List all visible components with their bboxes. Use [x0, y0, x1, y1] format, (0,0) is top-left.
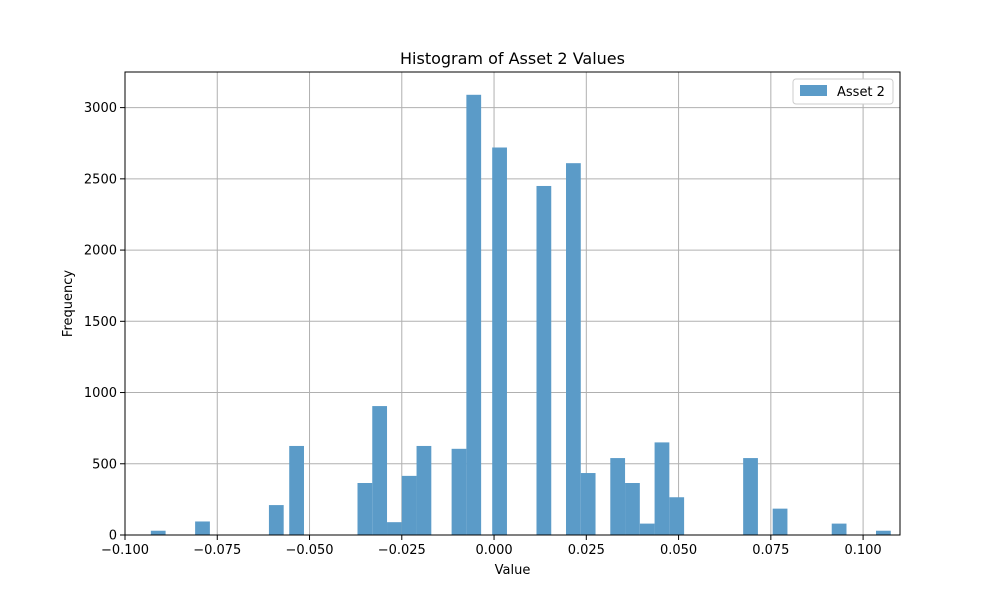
histogram-bar — [580, 473, 596, 535]
histogram-bar — [566, 163, 581, 535]
y-tick-label: 2500 — [84, 172, 117, 187]
histogram-bar — [387, 522, 402, 535]
x-tick-label: 0.025 — [568, 543, 605, 558]
histogram-bar — [610, 458, 626, 535]
x-tick-label: −0.075 — [193, 543, 241, 558]
histogram-bar — [536, 185, 552, 535]
histogram-bar — [831, 523, 847, 535]
x-tick-label: 0.075 — [752, 543, 789, 558]
histogram-bar — [357, 483, 373, 535]
chart-title: Histogram of Asset 2 Values — [400, 49, 625, 68]
x-axis-ticks: −0.100 −0.075 −0.050 −0.025 0.000 0.025 0.050 0… — [101, 535, 882, 558]
x-tick-label: 0.000 — [475, 543, 512, 558]
y-axis-label: Frequency — [61, 270, 76, 337]
legend: Asset 2 — [792, 78, 894, 105]
histogram-bar — [401, 475, 417, 535]
legend-label-asset-2: Asset 2 — [837, 85, 885, 100]
y-tick-label: 500 — [92, 457, 117, 472]
histogram-bar — [772, 508, 788, 535]
x-tick-label: −0.025 — [378, 543, 426, 558]
bars — [150, 94, 891, 535]
histogram-bar — [466, 94, 482, 535]
legend-swatch — [800, 85, 827, 96]
plot-area-frame — [124, 71, 901, 536]
histogram-bar — [654, 442, 670, 535]
histogram-bar — [625, 483, 640, 535]
x-tick-label: −0.050 — [285, 543, 333, 558]
y-tick-label: 1000 — [84, 386, 117, 401]
histogram-bar — [639, 523, 655, 535]
y-tick-label: 3000 — [84, 101, 117, 116]
histogram-bar — [372, 406, 388, 535]
grid — [124, 72, 900, 536]
histogram-bar — [268, 505, 284, 535]
x-tick-label: 0.100 — [844, 543, 881, 558]
y-axis-ticks: 0 500 1000 1500 2000 2500 3000 — [84, 101, 125, 544]
histogram-bar — [451, 448, 467, 535]
y-tick-label: 0 — [109, 529, 117, 544]
histogram-bar — [289, 445, 304, 535]
x-axis-label: Value — [495, 563, 531, 578]
y-tick-label: 2000 — [84, 244, 117, 259]
histogram-bar — [416, 445, 432, 535]
y-tick-label: 1500 — [84, 315, 117, 330]
histogram-bar — [195, 521, 210, 535]
x-tick-label: −0.100 — [101, 543, 149, 558]
histogram-bar — [492, 147, 507, 535]
histogram-bar — [876, 530, 891, 535]
histogram-bar — [669, 497, 685, 535]
histogram-bar — [743, 458, 758, 535]
histogram-bar — [150, 530, 166, 535]
x-tick-label: 0.050 — [660, 543, 697, 558]
